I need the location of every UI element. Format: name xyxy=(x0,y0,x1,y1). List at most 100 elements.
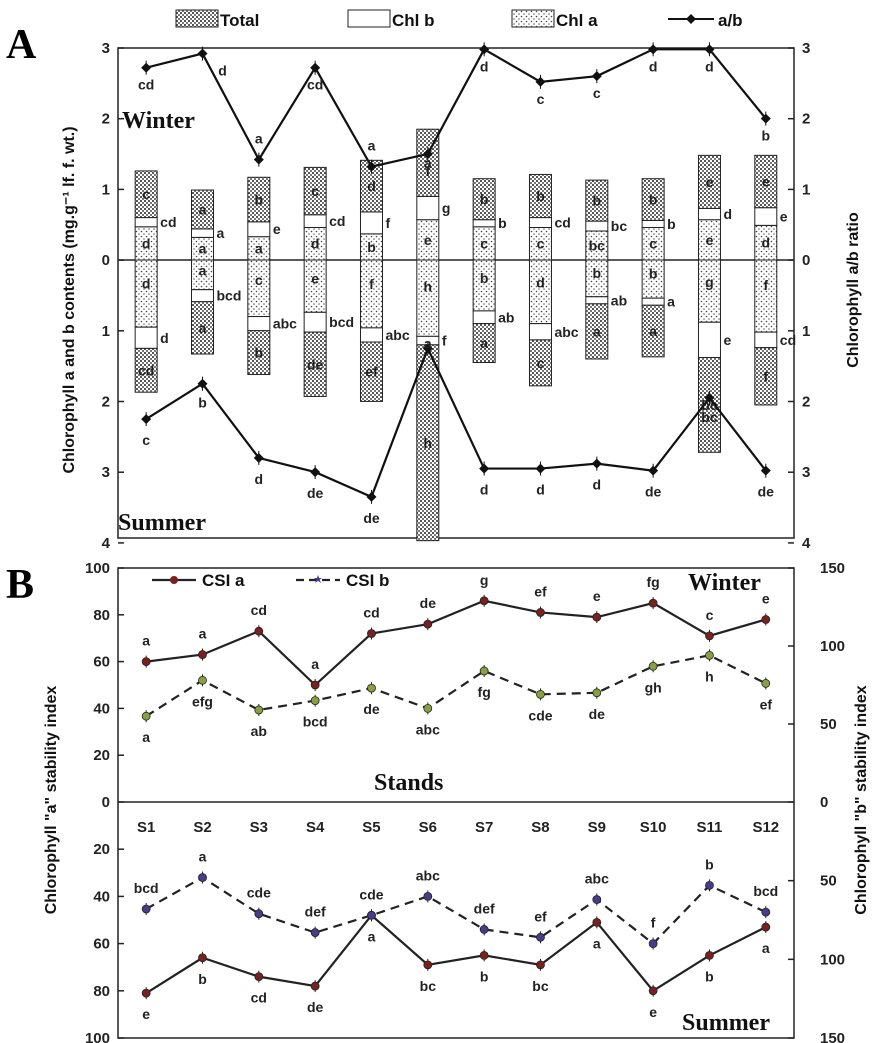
winter-chl-a-letter: d xyxy=(311,236,320,252)
b-left-tick-label: 40 xyxy=(93,888,110,905)
winter-csi-a-point xyxy=(198,650,207,659)
winter-chl-a-letter: d xyxy=(762,235,771,251)
winter-csi-a-letter: e xyxy=(762,590,770,606)
a-legend-label: a/b xyxy=(718,11,743,30)
summer-csi-b-letter: cde xyxy=(359,886,383,902)
a-left-tick-label: 2 xyxy=(102,394,110,411)
winter-chl-b-bar xyxy=(247,221,271,238)
winter-ab-letter: cd xyxy=(307,77,323,93)
winter-csi-b-letter: a xyxy=(142,729,150,745)
b-left-tick-label: 100 xyxy=(85,560,110,577)
b-left-tick-label: 80 xyxy=(93,983,110,1000)
a-legend-swatch xyxy=(511,9,555,28)
summer-chl-a-letter: e xyxy=(311,270,319,286)
winter-ab-letter: c xyxy=(537,91,545,107)
winter-csi-b-point xyxy=(705,650,714,660)
b-right-tick-label: 100 xyxy=(820,638,845,655)
summer-ab-point xyxy=(197,378,208,389)
summer-total-letter: ef xyxy=(365,364,378,380)
summer-total-bar xyxy=(247,330,271,376)
summer-chl-b-letter: ab xyxy=(498,309,514,325)
summer-csi-a-letter: b xyxy=(198,971,207,987)
summer-total-letter: de xyxy=(307,356,324,372)
stand-label: S2 xyxy=(193,819,211,836)
a-right-tick-label: 3 xyxy=(802,464,810,481)
winter-chl-b-letter: d xyxy=(723,206,732,222)
winter-csi-a-point xyxy=(592,612,602,622)
b-left-tick-label: 60 xyxy=(93,654,110,671)
b-left-tick-label: 0 xyxy=(102,794,110,811)
stand-label: S6 xyxy=(419,819,437,836)
winter-chl-b-bar xyxy=(303,214,327,228)
winter-csi-a-letter: a xyxy=(199,626,207,642)
summer-csi-a-point xyxy=(198,953,207,963)
summer-chl-a-letter: f xyxy=(763,277,768,293)
panel-a: A 3 2 1 0 1 2 3 4 3 2 1 0 1 2 3 4 Total Chl b Chl a a/b W… xyxy=(6,9,862,552)
summer-csi-b-point xyxy=(198,873,207,882)
summer-chl-a-bar xyxy=(247,259,271,318)
panel-a-right-ticks: 3 2 1 0 1 2 3 4 xyxy=(788,40,811,552)
winter-ab-letter: cd xyxy=(138,77,154,93)
summer-chl-a-letter: d xyxy=(536,274,545,290)
a-left-tick-label: 2 xyxy=(102,111,110,128)
summer-chl-b-letter: ab xyxy=(611,292,627,308)
winter-total-letter: a xyxy=(199,201,207,217)
summer-chl-b-bar xyxy=(359,327,383,343)
winter-ab-point xyxy=(479,44,490,55)
winter-csi-a-letter: c xyxy=(706,607,714,623)
summer-csi-b-point xyxy=(423,892,433,901)
winter-csi-a-point xyxy=(648,598,658,608)
summer-csi-a-point xyxy=(761,922,771,932)
winter-total-letter: b xyxy=(649,192,658,208)
summer-total-letter: a xyxy=(593,323,601,339)
winter-csi-a-letter: de xyxy=(420,595,437,611)
winter-csi-a-point xyxy=(310,680,320,690)
summer-csi-b-point xyxy=(254,909,264,919)
winter-ab-point xyxy=(591,71,602,82)
winter-ab-point xyxy=(253,154,264,165)
summer-ab-letter: a xyxy=(424,335,432,351)
winter-csi-b-letter: ab xyxy=(251,723,267,739)
winter-total-letter: e xyxy=(762,174,770,190)
summer-chl-b-bar xyxy=(528,323,552,341)
summer-csi-b-point xyxy=(705,880,714,890)
winter-chl-b-letter: a xyxy=(216,225,224,241)
winter-ab-letter: d xyxy=(705,58,714,74)
a-legend-label: Total xyxy=(220,11,259,30)
summer-chl-a-bar xyxy=(416,259,440,337)
winter-csi-b-point xyxy=(310,696,320,705)
a-right-tick-label: 3 xyxy=(802,40,810,57)
a-right-tick-label: 1 xyxy=(802,323,810,340)
winter-ab-letter: a xyxy=(368,138,376,154)
panel-a-left-axis-label: Chlorophyll a and b contents (mg.g⁻¹ lf.… xyxy=(61,126,78,473)
b-left-tick-label: 80 xyxy=(93,607,110,624)
winter-chl-a-letter: e xyxy=(424,232,432,248)
winter-ab-point xyxy=(535,76,546,87)
winter-chl-b-letter: g xyxy=(442,200,451,216)
summer-total-bar xyxy=(641,304,665,358)
winter-chl-a-letter: c xyxy=(649,236,657,252)
winter-csi-a-point xyxy=(536,608,545,617)
winter-chl-b-letter: b xyxy=(498,215,507,231)
a-left-tick-label: 3 xyxy=(102,464,110,481)
summer-ab-letter: de xyxy=(645,484,662,500)
summer-csi-a-point xyxy=(536,960,545,970)
panel-b-frame xyxy=(117,567,795,1039)
stand-label: S8 xyxy=(531,819,549,836)
panel-b-right-axis-label: Chlorophyll "b" stability index xyxy=(853,685,870,915)
summer-ab-letter: de xyxy=(307,485,324,501)
summer-csi-a-point xyxy=(648,986,658,996)
winter-csi-b-letter: ef xyxy=(760,696,773,712)
winter-csi-b-letter: de xyxy=(589,706,606,722)
a-left-tick-label: 0 xyxy=(102,252,110,269)
winter-chl-b-bar xyxy=(585,220,609,232)
stand-label: S12 xyxy=(752,819,779,836)
summer-total-bar xyxy=(754,347,778,406)
summer-csi-a-point xyxy=(592,917,602,927)
summer-total-bar xyxy=(528,339,552,387)
summer-csi-b-point xyxy=(310,928,320,937)
summer-total-bar xyxy=(359,341,383,402)
summer-ab-point xyxy=(366,491,377,502)
summer-total-letter: c xyxy=(537,355,545,371)
